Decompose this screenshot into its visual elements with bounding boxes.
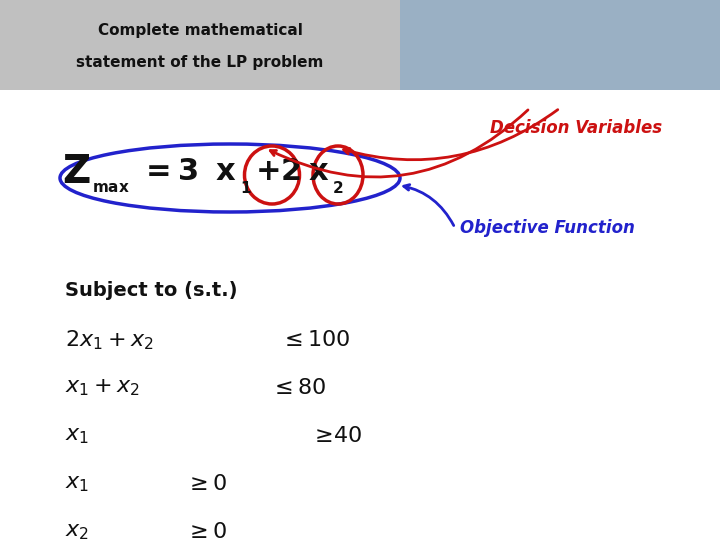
Text: statement of the LP problem: statement of the LP problem	[76, 55, 324, 70]
Text: $\mathbf{max}$: $\mathbf{max}$	[92, 180, 130, 195]
Bar	[400, 0, 720, 90]
Text: $\mathbf{x}$: $\mathbf{x}$	[308, 158, 329, 186]
Text: $x_1$: $x_1$	[65, 426, 89, 446]
Text: $\mathbf{x}$: $\mathbf{x}$	[215, 158, 236, 186]
Text: $\mathbf{1}$: $\mathbf{1}$	[240, 180, 251, 196]
Text: $\leq 80$: $\leq 80$	[270, 378, 326, 398]
Text: $\mathbf{Z}$: $\mathbf{Z}$	[62, 153, 91, 191]
Text: $\geq\!40$: $\geq\!40$	[310, 426, 363, 446]
Bar	[0, 0, 400, 90]
Text: $\geq 0$: $\geq 0$	[185, 522, 227, 540]
Text: $x_1$: $x_1$	[65, 474, 89, 494]
Text: Decision Variables: Decision Variables	[490, 119, 662, 137]
Text: $2x_1 + x_2$: $2x_1 + x_2$	[65, 328, 153, 352]
Text: Subject to (s.t.): Subject to (s.t.)	[65, 280, 238, 300]
Text: $\mathbf{+ 2}$: $\mathbf{+ 2}$	[255, 158, 301, 186]
Text: Complete mathematical: Complete mathematical	[98, 23, 302, 37]
Text: Objective Function: Objective Function	[460, 219, 635, 237]
Text: $x_1 + x_2$: $x_1 + x_2$	[65, 377, 140, 399]
Text: $\geq 0$: $\geq 0$	[185, 474, 227, 494]
Text: $\leq 100$: $\leq 100$	[280, 330, 351, 350]
Text: $\mathbf{2}$: $\mathbf{2}$	[332, 180, 343, 196]
Text: $x_2$: $x_2$	[65, 522, 89, 540]
Text: $\mathbf{= 3}$: $\mathbf{= 3}$	[140, 158, 198, 186]
